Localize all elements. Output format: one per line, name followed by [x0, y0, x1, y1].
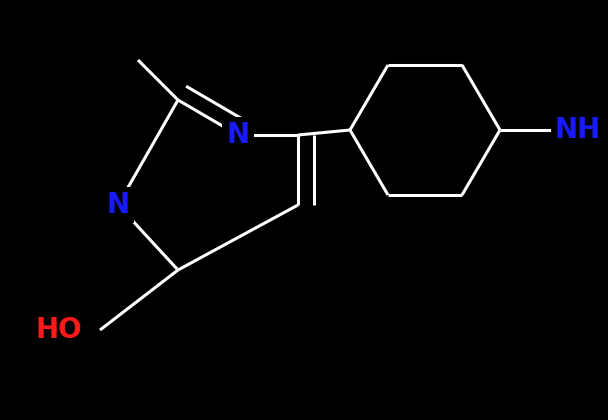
Text: HO: HO	[35, 316, 82, 344]
Text: N: N	[106, 191, 130, 219]
Text: N: N	[226, 121, 249, 149]
Text: NH: NH	[555, 116, 601, 144]
